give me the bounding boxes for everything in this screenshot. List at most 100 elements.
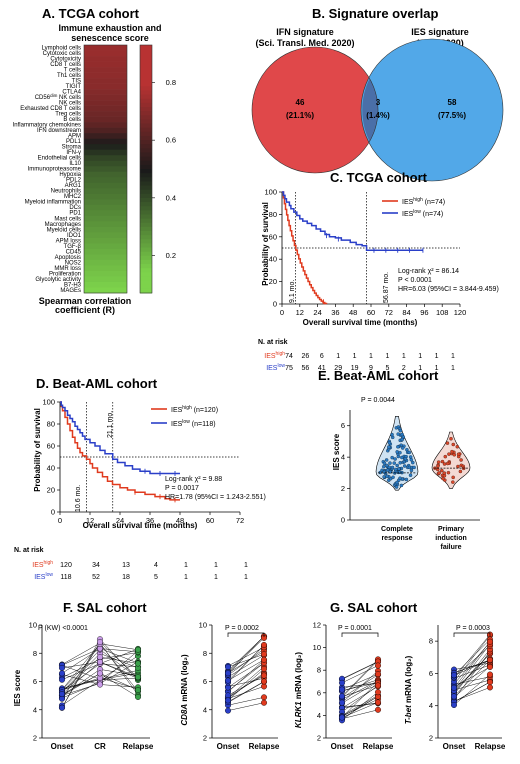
- km-d-xlabel: Overall survival time (months): [83, 521, 198, 530]
- heatmap-cell: [84, 265, 127, 272]
- colorbar-swatch: [140, 259, 152, 265]
- paired-y-tick-label: 10: [313, 643, 321, 652]
- risk-count-low: 18: [122, 574, 130, 581]
- paired-y-tick-label: 10: [199, 621, 207, 630]
- colorbar-swatch: [140, 226, 152, 232]
- colorbar-swatch: [140, 98, 152, 104]
- paired-link: [61, 641, 101, 708]
- heatmap-row-label: Treg cells: [55, 112, 81, 118]
- venn-right-title-1: IES signature: [411, 27, 469, 37]
- paired-point: [59, 676, 66, 683]
- paired-point: [261, 651, 268, 658]
- paired-group-label: Onset: [443, 742, 466, 751]
- risk-label-high: IEShigh: [264, 351, 285, 360]
- paired-y-tick-label: 8: [33, 649, 37, 658]
- risk-count-low: 75: [285, 365, 293, 372]
- km-y-tick-label: 40: [47, 464, 55, 473]
- colorbar-swatch: [140, 276, 152, 282]
- heatmap-cell: [84, 182, 127, 189]
- km-x-tick-label: 48: [349, 308, 357, 317]
- paired-link: [61, 683, 101, 696]
- violin-complete-response-point: [384, 458, 389, 462]
- violin-complete-response-point: [399, 483, 404, 488]
- paired-point: [375, 671, 382, 678]
- km-c-xlabel: Overall survival time (months): [303, 318, 418, 327]
- colorbar-tick-label: 0.8: [166, 78, 176, 87]
- heatmap-cell: [84, 50, 127, 57]
- paired-link: [227, 681, 265, 703]
- violin-induction-failure-point: [456, 464, 460, 469]
- paired-link: [99, 643, 139, 651]
- colorbar-swatch: [140, 57, 152, 63]
- panel-f-title: F. SAL cohort: [63, 600, 147, 615]
- cd8-paired-plot: 2 4 6 8 10 Onset Relapse: [199, 621, 280, 752]
- paired-point: [261, 641, 268, 648]
- heatmap-cell: [84, 281, 127, 288]
- violin-complete-response-point: [391, 475, 395, 480]
- paired-link: [99, 672, 139, 680]
- paired-link: [99, 648, 139, 664]
- venn-right-count: 58: [448, 98, 457, 107]
- paired-y-tick-label: 4: [33, 705, 37, 714]
- paired-link: [61, 642, 101, 665]
- risk-count-high: 1: [214, 562, 218, 569]
- violin-complete-response-point: [400, 455, 404, 460]
- violin-induction-failure-point: [447, 452, 451, 456]
- paired-significance-bracket: [453, 632, 491, 637]
- paired-link: [453, 634, 491, 678]
- violin-complete-response-point: [403, 457, 408, 461]
- paired-link: [453, 641, 491, 688]
- paired-point: [375, 682, 382, 689]
- risk-count-high: 4: [154, 562, 158, 569]
- paired-y-tick-label: 2: [203, 734, 207, 743]
- colorbar-swatch: [140, 86, 152, 91]
- heatmap-cell: [84, 155, 127, 162]
- risk-count-high: 74: [285, 353, 293, 360]
- paired-link: [453, 674, 491, 706]
- venn-right-pct: (77.5%): [438, 111, 466, 120]
- km-y-tick-label: 80: [47, 420, 55, 429]
- paired-link: [227, 651, 265, 674]
- risk-count-low: 56: [302, 365, 310, 372]
- violin-complete-response-point: [409, 468, 414, 473]
- heatmap-row-label: MMR loss: [54, 266, 81, 272]
- violin-complete-response-point: [382, 464, 386, 469]
- heatmap-row-label: Cytotoxic cells: [43, 51, 81, 57]
- violin-induction-failure-point: [445, 441, 450, 445]
- paired-point: [224, 707, 231, 714]
- risk-count-low: 19: [351, 365, 359, 372]
- paired-link: [227, 636, 265, 673]
- heatmap-cell: [84, 144, 127, 151]
- legend-c-low: IESlow (n=74): [402, 209, 443, 218]
- heatmap-row-label: DCs: [69, 205, 81, 211]
- heatmap-cell: [84, 188, 127, 195]
- heatmap-row-label: ARG1: [65, 183, 82, 189]
- panel-c: C. TCGA cohort Probability of survival O…: [258, 170, 499, 372]
- panel-b: B. Signature overlap IFN signature (Sci.…: [251, 6, 504, 182]
- paired-point: [224, 684, 231, 691]
- paired-y-tick-label: 6: [429, 669, 433, 678]
- paired-point: [224, 697, 231, 704]
- km-x-tick-label: 0: [280, 308, 284, 317]
- risk-count-low: 52: [92, 574, 100, 581]
- paired-link: [99, 661, 139, 679]
- heatmap-row-label: PD1: [69, 211, 81, 217]
- paired-link: [227, 686, 265, 699]
- klrk1-ylabel: KLRK1 mRNA (log₂): [294, 652, 303, 728]
- heatmap-cell: [84, 166, 127, 173]
- heatmap-row-label: IDO1: [67, 233, 82, 239]
- colorbar-swatch: [140, 148, 152, 153]
- violin-y-tick-label: 6: [341, 421, 345, 430]
- risk-count-high: 26: [302, 353, 310, 360]
- paired-point: [96, 639, 103, 646]
- heatmap-row-label: Mast cells: [54, 216, 81, 222]
- paired-group-label: Relapse: [475, 742, 506, 751]
- paired-point: [59, 690, 66, 697]
- km-x-tick-label: 24: [116, 516, 124, 525]
- paired-link: [453, 653, 491, 692]
- paired-group-label: Onset: [217, 742, 240, 751]
- paired-point: [96, 681, 103, 688]
- paired-point: [339, 714, 346, 721]
- paired-link: [99, 673, 139, 698]
